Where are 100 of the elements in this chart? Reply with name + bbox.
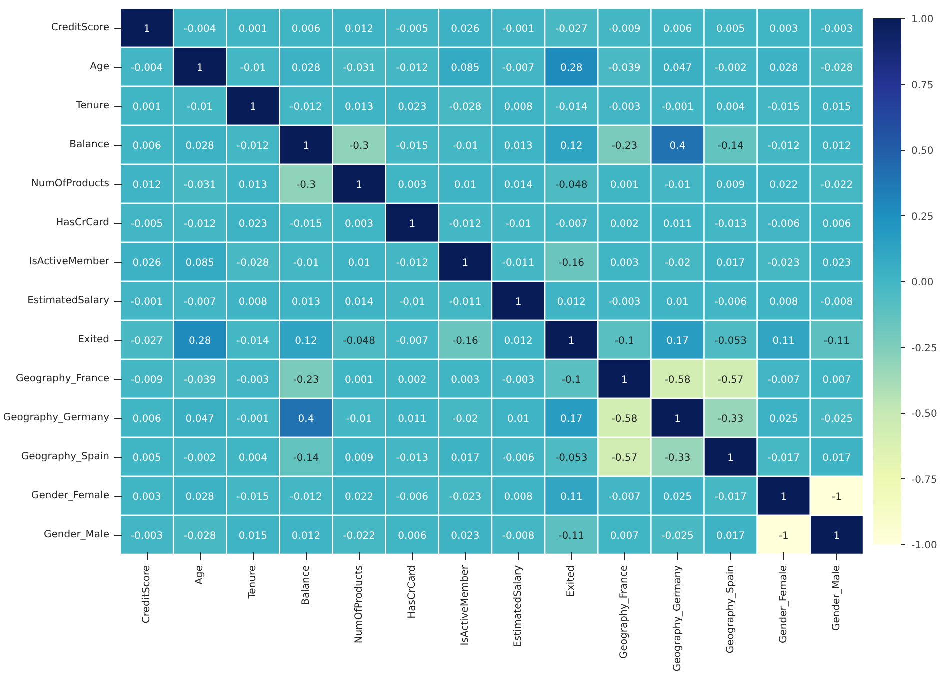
color-bar-label: -0.25 (912, 343, 938, 354)
data-label: 0.4 (670, 141, 686, 152)
data-label: -0.006 (396, 492, 429, 503)
data-label: -0.007 (396, 336, 429, 347)
data-label: 0.011 (398, 414, 427, 425)
data-label: -0.025 (820, 414, 854, 425)
data-label: -0.028 (820, 63, 854, 74)
y-tick-label: Tenure (75, 100, 110, 112)
data-label: -0.16 (558, 258, 585, 269)
data-label: 1 (674, 414, 681, 425)
data-label: -0.23 (293, 375, 320, 386)
data-label: -0.007 (555, 219, 588, 230)
data-label: 0.002 (610, 219, 640, 230)
data-label: -0.015 (396, 141, 429, 152)
data-label: -0.013 (396, 453, 429, 464)
data-label: -0.01 (346, 414, 372, 425)
data-label: 0.017 (716, 258, 746, 269)
data-label: 1 (303, 141, 310, 152)
data-label: 0.008 (770, 297, 798, 308)
data-label: -0.012 (449, 219, 482, 230)
data-label: 1 (728, 453, 734, 464)
data-label: 0.008 (504, 102, 533, 113)
data-label: -0.14 (718, 141, 744, 152)
data-label: 0.001 (238, 24, 268, 35)
y-tick-label: Geography_Germany (3, 412, 110, 424)
x-tick-label: CreditScore (142, 565, 153, 624)
data-label: -0.028 (449, 102, 482, 113)
data-label: -0.003 (820, 24, 854, 35)
data-label: -0.012 (237, 141, 270, 152)
data-label: -0.007 (608, 492, 641, 503)
data-label: 0.003 (132, 492, 162, 503)
data-label: -0.028 (184, 531, 216, 542)
data-label: -0.008 (820, 297, 854, 308)
data-label: -0.02 (664, 258, 691, 269)
data-label: 0.013 (292, 297, 321, 308)
data-label: 1 (409, 219, 416, 230)
data-label: 0.006 (398, 531, 427, 542)
data-label: 0.17 (560, 414, 583, 425)
data-label: -0.006 (768, 219, 800, 230)
data-label: -0.048 (555, 180, 588, 191)
data-label: 0.023 (451, 531, 480, 542)
data-label: 0.12 (560, 141, 583, 152)
data-label: -1 (778, 531, 789, 542)
data-label: 0.007 (610, 531, 640, 542)
x-tick-label: Geography_Germany (672, 565, 684, 672)
y-tick-label: Geography_Spain (21, 452, 110, 462)
data-label: 0.01 (348, 258, 370, 269)
data-label: -0.014 (555, 102, 588, 113)
data-label: 0.023 (238, 219, 268, 230)
data-label: 0.006 (132, 141, 162, 152)
data-label: -0.013 (714, 219, 747, 230)
color-bar-label: 1.00 (912, 14, 934, 26)
data-label: -0.039 (184, 375, 216, 386)
y-tick-label: HasCrCard (56, 218, 110, 228)
data-label: 0.085 (451, 63, 480, 74)
data-label: 0.001 (610, 180, 640, 191)
data-label: 0.012 (345, 24, 374, 35)
x-tick-label: Exited (566, 566, 578, 597)
data-label: -0.009 (608, 24, 641, 35)
data-label: -0.01 (293, 258, 320, 269)
data-label: -0.005 (396, 24, 429, 35)
data-label: 0.006 (822, 219, 852, 230)
data-label: -0.11 (558, 531, 585, 542)
x-tick-label: NumOfProducts (354, 565, 365, 644)
data-label: -0.014 (237, 336, 270, 347)
x-tick-label: Balance (300, 565, 312, 606)
data-label: -0.001 (130, 297, 164, 308)
data-label: -0.02 (452, 414, 478, 425)
data-label: -0.005 (130, 219, 164, 230)
color-bar-label: 0.75 (912, 80, 934, 92)
data-label: -0.002 (714, 63, 747, 74)
data-label: -0.001 (237, 414, 270, 425)
data-label: -0.003 (502, 375, 535, 386)
data-label: -0.017 (714, 492, 747, 503)
data-label: 0.047 (186, 414, 214, 425)
data-label: -0.14 (293, 453, 320, 464)
data-label: 0.17 (666, 336, 689, 347)
y-tick-label: IsActiveMember (29, 256, 110, 268)
data-label: 0.4 (298, 414, 314, 425)
data-label: -0.003 (130, 531, 164, 542)
data-label: -0.006 (502, 453, 535, 464)
data-label: 0.015 (238, 531, 268, 542)
data-label: -0.031 (343, 63, 376, 74)
data-label: 0.01 (666, 297, 689, 308)
data-label: 0.006 (663, 24, 692, 35)
data-label: 0.013 (345, 102, 374, 113)
data-label: -0.028 (237, 258, 270, 269)
data-label: -0.57 (612, 453, 638, 464)
data-label: -0.57 (718, 375, 744, 386)
data-label: -0.01 (506, 219, 532, 230)
data-label: 0.008 (504, 492, 533, 503)
data-label: 0.017 (716, 531, 746, 542)
data-label: -0.022 (820, 180, 854, 191)
data-label: 0.023 (822, 258, 852, 269)
x-tick-label: Gender_Female (778, 565, 790, 644)
data-label: -0.003 (237, 375, 270, 386)
color-bar-label: -0.50 (912, 409, 938, 420)
color-bar-label: 0.00 (912, 278, 934, 288)
data-label: -0.015 (290, 219, 322, 230)
color-bar-label: 0.50 (912, 146, 934, 157)
